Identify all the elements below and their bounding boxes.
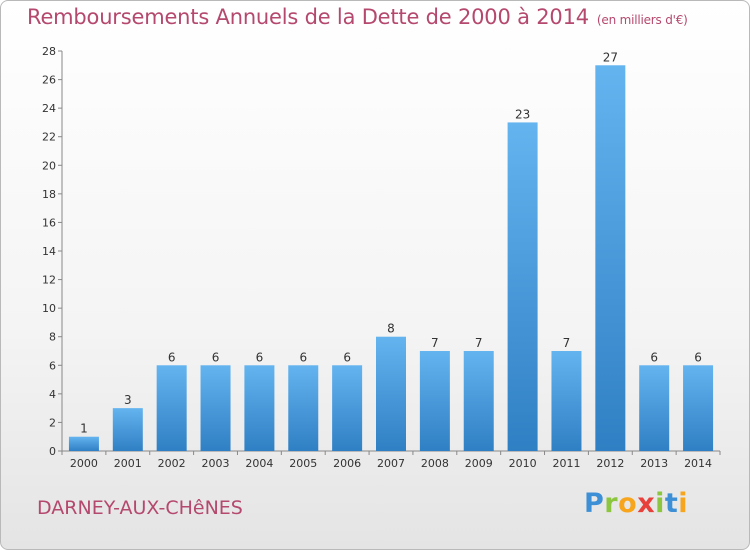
logo-letter: t <box>664 488 679 519</box>
x-tick-label: 2014 <box>684 457 712 470</box>
logo-letter: P <box>584 488 605 519</box>
commune-name: DARNEY-AUX-CHêNES <box>37 497 243 519</box>
bar-value-label: 6 <box>299 350 307 364</box>
x-tick-label: 2000 <box>70 457 98 470</box>
y-tick-label: 8 <box>49 331 56 344</box>
bar <box>112 408 143 451</box>
x-tick-label: 2006 <box>333 457 361 470</box>
bar <box>551 351 582 451</box>
y-tick-label: 22 <box>42 131 56 144</box>
y-tick-label: 4 <box>49 388 56 401</box>
bar-value-label: 6 <box>212 350 220 364</box>
x-tick-label: 2005 <box>289 457 317 470</box>
logo-letter: i <box>655 488 665 519</box>
y-tick-label: 24 <box>42 102 56 115</box>
bar <box>507 122 538 451</box>
y-tick-label: 2 <box>49 416 56 429</box>
bar-value-label: 1 <box>80 422 88 436</box>
chart-title-text: Remboursements Annuels de la Dette de 20… <box>27 5 589 29</box>
logo-letter: o <box>618 488 638 519</box>
bar <box>200 365 231 451</box>
x-tick-label: 2009 <box>465 457 493 470</box>
proxiti-logo: Proxiti <box>584 488 688 519</box>
y-tick-label: 28 <box>42 45 56 58</box>
bar <box>376 336 406 451</box>
y-tick-label: 0 <box>49 445 56 458</box>
y-tick-label: 6 <box>49 359 56 372</box>
x-tick-label: 2013 <box>640 457 668 470</box>
bar <box>639 365 670 451</box>
bar <box>463 351 494 451</box>
bar-value-label: 7 <box>475 336 483 350</box>
bar <box>156 365 187 451</box>
bar-value-label: 6 <box>256 350 264 364</box>
bar <box>288 365 319 451</box>
x-tick-label: 2007 <box>377 457 405 470</box>
x-tick-label: 2012 <box>596 457 624 470</box>
bar <box>683 365 714 451</box>
x-tick-label: 2004 <box>245 457 273 470</box>
x-tick-label: 2008 <box>421 457 449 470</box>
bar <box>332 365 363 451</box>
bar-value-label: 6 <box>650 350 658 364</box>
bar-value-label: 6 <box>694 350 702 364</box>
x-tick-label: 2001 <box>114 457 142 470</box>
x-tick-label: 2010 <box>509 457 537 470</box>
y-tick-label: 26 <box>42 74 56 87</box>
y-tick-label: 12 <box>42 274 56 287</box>
y-tick-label: 16 <box>42 216 56 229</box>
chart-unit: (en milliers d'€) <box>596 13 688 27</box>
bar <box>595 65 626 452</box>
bar-value-label: 23 <box>515 107 530 121</box>
bar-value-label: 6 <box>168 350 176 364</box>
bar-value-label: 7 <box>431 336 439 350</box>
logo-letter: x <box>637 488 656 519</box>
y-tick-label: 10 <box>42 302 56 315</box>
bar-value-label: 8 <box>387 322 395 336</box>
logo-letter: i <box>678 488 689 519</box>
x-tick-label: 2011 <box>552 457 580 470</box>
bar-value-label: 3 <box>124 393 132 407</box>
x-tick-label: 2002 <box>158 457 186 470</box>
y-tick-label: 14 <box>42 245 56 258</box>
logo-letter: r <box>604 488 619 519</box>
y-tick-label: 20 <box>42 159 56 172</box>
chart-title: Remboursements Annuels de la Dette de 20… <box>27 5 688 29</box>
bar-value-label: 6 <box>343 350 351 364</box>
bar <box>244 365 275 451</box>
bar <box>419 351 450 451</box>
bar-value-label: 7 <box>563 336 571 350</box>
bar <box>68 436 99 451</box>
bar-value-label: 27 <box>603 50 618 64</box>
x-tick-label: 2003 <box>202 457 230 470</box>
y-tick-label: 18 <box>42 188 56 201</box>
